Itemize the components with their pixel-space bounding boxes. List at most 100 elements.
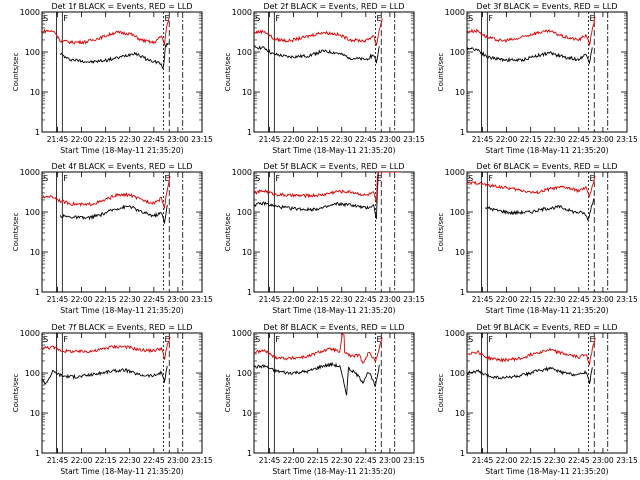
y-tick-label: 1000 [20,8,40,17]
y-tick-label: 100 [25,208,40,217]
x-axis-label: Start Time (18-May-11 21:35:20) [60,306,183,315]
y-tick-label: 10 [30,88,40,97]
x-tick-label: 22:00 [283,456,305,465]
series-line-events [59,42,169,70]
time-marker-label: F [488,335,493,344]
y-tick-label: 100 [450,48,465,57]
y-axis-label: Counts/sec [224,53,232,92]
chart-panel-4: Det 4f BLACK = Events, RED = LLD 1 10 100 10… [12,162,213,315]
plot-frame [466,332,628,454]
x-tick-label: 22:00 [496,295,518,304]
time-marker-label: S [468,174,473,183]
x-tick-label: 23:15 [403,295,425,304]
series-line-events [254,172,402,220]
x-tick-label: 21:45 [259,456,281,465]
plot-frame [466,171,628,293]
chart-title: Det 2f BLACK = Events, RED = LLD [263,2,404,11]
time-marker-label: F [275,174,280,183]
x-tick-label: 23:15 [403,135,425,144]
x-tick-label: 22:30 [331,456,353,465]
time-marker-label: S [255,14,260,23]
x-tick-label: 23:00 [379,135,401,144]
x-tick-label: 22:15 [520,456,542,465]
series-line-lld [42,17,170,46]
y-tick-label: 1 [247,449,252,458]
x-tick-label: 21:45 [472,295,494,304]
x-tick-label: 22:00 [283,135,305,144]
time-marker-label: E [164,335,169,344]
x-tick-label: 22:15 [95,295,117,304]
x-tick-label: 23:15 [616,295,638,304]
x-axis-label: Start Time (18-May-11 21:35:20) [272,467,395,476]
x-tick-label: 23:15 [191,135,213,144]
x-tick-label: 22:30 [544,456,566,465]
y-tick-label: 10 [455,248,465,257]
y-tick-label: 1000 [232,168,252,177]
x-tick-label: 21:45 [472,456,494,465]
y-axis-label: Counts/sec [224,374,232,413]
y-tick-label: 1000 [20,168,40,177]
x-tick-label: 21:45 [259,135,281,144]
x-tick-label: 21:45 [259,295,281,304]
x-tick-label: 21:45 [47,135,69,144]
series-line-lld [42,337,171,360]
series-line-events [254,361,380,396]
x-tick-label: 22:00 [496,456,518,465]
x-tick-label: 22:15 [307,456,329,465]
series-line-lld [42,176,171,210]
x-tick-label: 22:15 [95,456,117,465]
chart-panel-9: Det 9f BLACK = Events, RED = LLD 1 10 100 10… [437,323,638,476]
x-tick-label: 23:00 [379,295,401,304]
series-line-events [467,45,593,65]
chart-panel-8: Det 8f BLACK = Events, RED = LLD 1 10 100 10… [224,323,425,476]
chart-title: Det 4f BLACK = Events, RED = LLD [51,162,192,171]
x-tick-label: 23:00 [167,135,189,144]
time-marker-label: E [376,14,381,23]
y-tick-label: 10 [30,409,40,418]
series-line-events [59,204,168,224]
y-axis-label: Counts/sec [224,213,232,252]
x-tick-label: 23:00 [167,295,189,304]
chart-panel-2: Det 2f BLACK = Events, RED = LLD 1 10 100 10… [224,2,425,155]
y-tick-label: 1000 [445,329,465,338]
x-tick-label: 22:45 [355,135,377,144]
x-tick-label: 22:45 [568,295,590,304]
series-line-lld [254,172,402,204]
time-marker-label: S [43,174,48,183]
plot-frame [41,171,203,293]
chart-title: Det 6f BLACK = Events, RED = LLD [476,162,617,171]
chart-title: Det 9f BLACK = Events, RED = LLD [476,323,617,332]
time-marker-label: E [376,335,381,344]
time-marker-label: E [164,174,169,183]
chart-title: Det 1f BLACK = Events, RED = LLD [51,2,192,11]
x-axis-label: Start Time (18-May-11 21:35:20) [60,467,183,476]
time-marker-label: S [255,335,260,344]
y-tick-label: 100 [237,369,252,378]
chart-title: Det 8f BLACK = Events, RED = LLD [263,323,404,332]
y-tick-label: 1000 [445,168,465,177]
x-tick-label: 22:00 [283,295,305,304]
chart-panel-3: Det 3f BLACK = Events, RED = LLD 1 10 100 10… [437,2,638,155]
time-marker-label: F [488,174,493,183]
x-tick-label: 23:00 [167,456,189,465]
x-tick-label: 22:30 [331,295,353,304]
x-tick-label: 22:00 [71,456,93,465]
plot-frame [466,11,628,133]
y-tick-label: 10 [242,248,252,257]
x-tick-label: 23:00 [592,295,614,304]
time-marker-label: S [468,14,473,23]
x-tick-label: 23:00 [592,456,614,465]
time-marker-label: S [43,335,48,344]
plot-frame [41,11,203,133]
x-tick-label: 22:00 [71,135,93,144]
x-axis-label: Start Time (18-May-11 21:35:20) [272,306,395,315]
series-line-lld [254,333,383,365]
chart-panel-1: Det 1f BLACK = Events, RED = LLD 1 10 100 10… [12,2,213,155]
x-tick-label: 22:15 [520,135,542,144]
y-tick-label: 10 [30,248,40,257]
x-tick-label: 22:45 [143,295,165,304]
chart-title: Det 5f BLACK = Events, RED = LLD [263,162,404,171]
x-tick-label: 23:15 [616,135,638,144]
chart-panel-5: Det 5f BLACK = Events, RED = LLD 1 10 100 10… [224,162,425,315]
